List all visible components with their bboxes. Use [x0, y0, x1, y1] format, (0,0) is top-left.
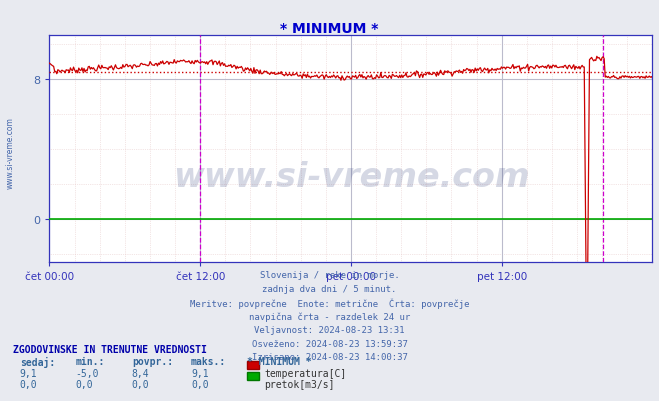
Text: Osveženo: 2024-08-23 13:59:37: Osveženo: 2024-08-23 13:59:37: [252, 339, 407, 348]
Text: 0,0: 0,0: [191, 379, 209, 389]
Text: 0,0: 0,0: [20, 379, 38, 389]
Text: Slovenija / reke in morje.: Slovenija / reke in morje.: [260, 271, 399, 279]
Text: ZGODOVINSKE IN TRENUTNE VREDNOSTI: ZGODOVINSKE IN TRENUTNE VREDNOSTI: [13, 344, 207, 354]
Text: temperatura[C]: temperatura[C]: [264, 368, 347, 378]
Text: sedaj:: sedaj:: [20, 356, 55, 367]
Text: www.si-vreme.com: www.si-vreme.com: [173, 160, 529, 193]
Text: * MINIMUM *: * MINIMUM *: [247, 356, 312, 367]
Text: navpična črta - razdelek 24 ur: navpična črta - razdelek 24 ur: [249, 312, 410, 321]
Text: 9,1: 9,1: [20, 368, 38, 378]
Text: 0,0: 0,0: [76, 379, 94, 389]
Text: min.:: min.:: [76, 356, 105, 367]
Text: www.si-vreme.com: www.si-vreme.com: [5, 117, 14, 188]
Text: 0,0: 0,0: [132, 379, 150, 389]
Text: 9,1: 9,1: [191, 368, 209, 378]
Text: Veljavnost: 2024-08-23 13:31: Veljavnost: 2024-08-23 13:31: [254, 325, 405, 334]
Text: povpr.:: povpr.:: [132, 356, 173, 367]
Text: -5,0: -5,0: [76, 368, 100, 378]
Text: Meritve: povprečne  Enote: metrične  Črta: povprečje: Meritve: povprečne Enote: metrične Črta:…: [190, 298, 469, 308]
Text: pretok[m3/s]: pretok[m3/s]: [264, 379, 335, 389]
Text: 8,4: 8,4: [132, 368, 150, 378]
Text: maks.:: maks.:: [191, 356, 226, 367]
Text: Izrisano: 2024-08-23 14:00:37: Izrisano: 2024-08-23 14:00:37: [252, 352, 407, 361]
Text: * MINIMUM *: * MINIMUM *: [280, 22, 379, 36]
Text: zadnja dva dni / 5 minut.: zadnja dva dni / 5 minut.: [262, 284, 397, 293]
